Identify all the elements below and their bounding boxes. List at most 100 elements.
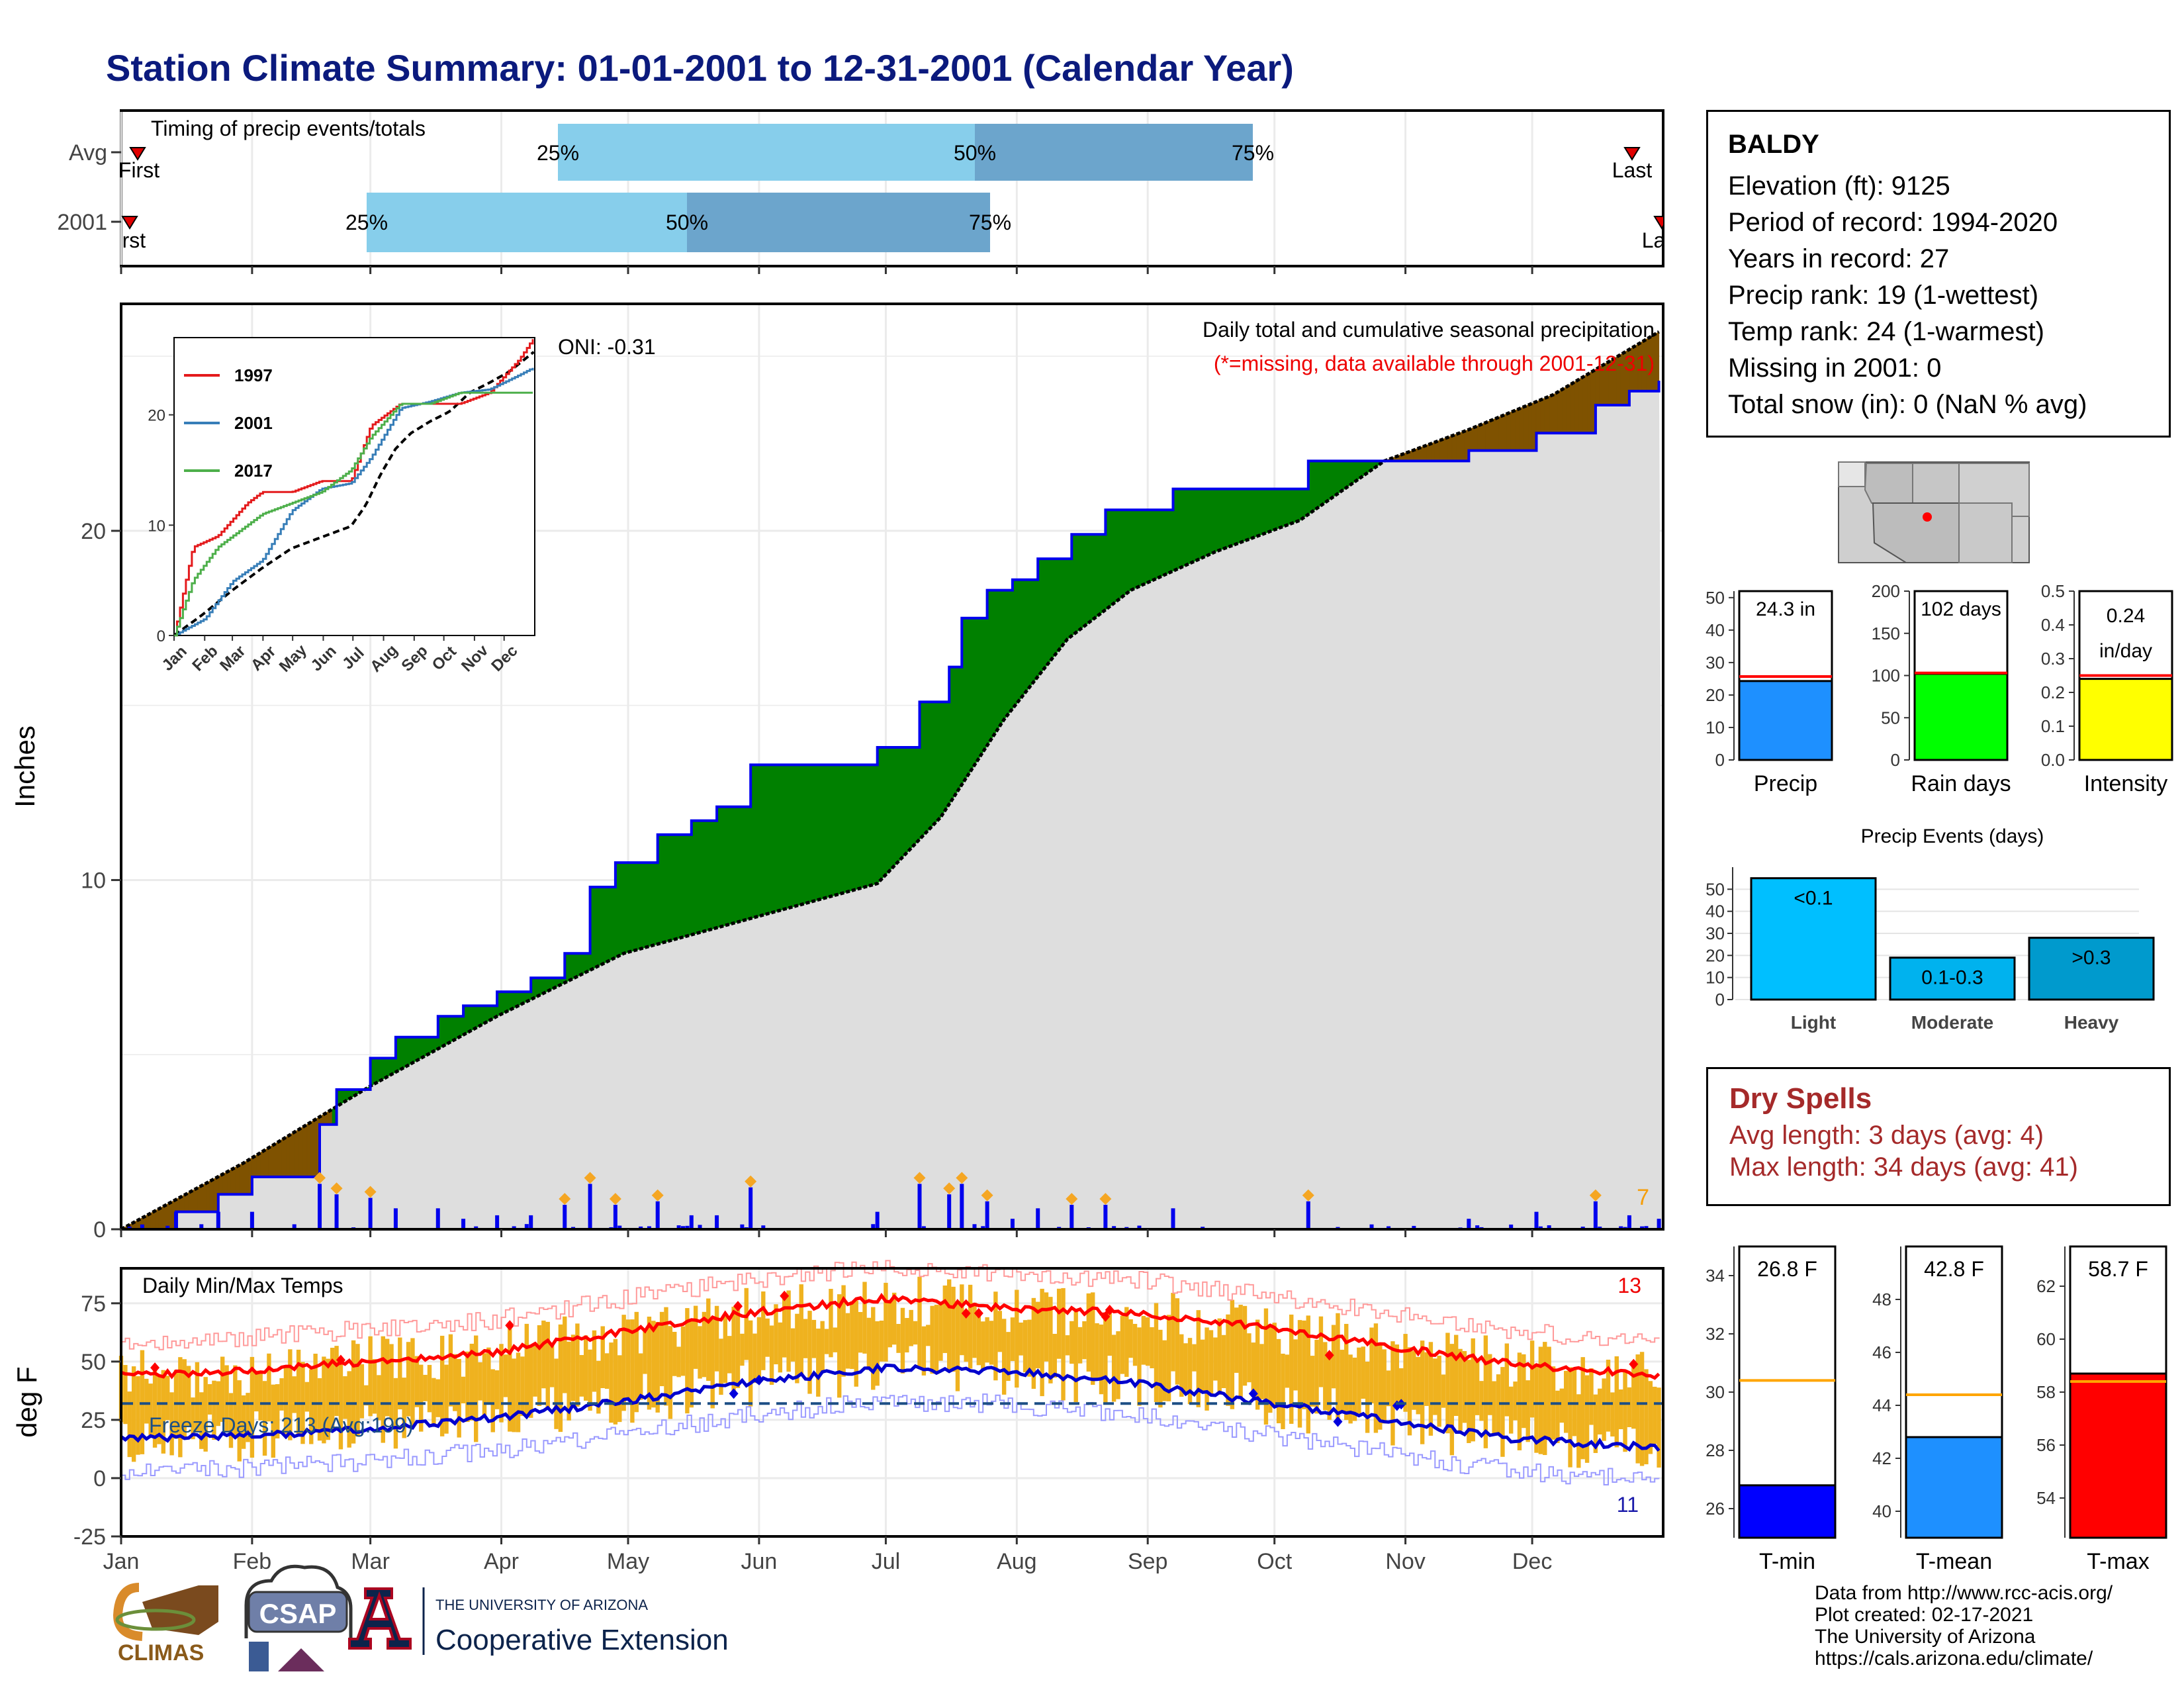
- record-low-marker: [1248, 1388, 1258, 1399]
- record-high-marker: [505, 1320, 515, 1331]
- above-average-fill: [670, 834, 675, 941]
- daily-temp-range-bar: [1340, 1350, 1345, 1411]
- summary-tick-label: 0.3: [2041, 649, 2065, 669]
- daily-temp-range-bar: [786, 1290, 791, 1372]
- daily-temp-range-bar: [1496, 1374, 1501, 1434]
- daily-precip-bar: [740, 1224, 745, 1229]
- daily-temp-range-bar: [1141, 1315, 1146, 1365]
- daily-temp-range-bar: [549, 1345, 555, 1387]
- above-average-fill: [784, 764, 790, 910]
- daily-temp-range-bar: [1263, 1308, 1269, 1425]
- daily-temp-range-bar: [136, 1376, 140, 1455]
- daily-temp-range-bar: [1327, 1355, 1332, 1420]
- daily-temp-range-bar: [262, 1381, 267, 1456]
- above-average-fill: [746, 806, 751, 920]
- heavy-precip-marker: [1099, 1193, 1112, 1205]
- daily-temp-range-bar: [1382, 1349, 1387, 1424]
- daily-temp-range-bar: [1200, 1339, 1205, 1391]
- above-average-fill: [716, 806, 721, 929]
- daily-temp-range-bar: [997, 1311, 1002, 1352]
- above-average-fill: [1274, 489, 1279, 531]
- daily-temp-range-bar: [1230, 1299, 1235, 1409]
- above-average-fill: [805, 764, 811, 904]
- daily-temp-range-bar: [427, 1364, 432, 1413]
- below-average-fill: [285, 1134, 291, 1178]
- temp-y-tick-label: 75: [81, 1291, 106, 1317]
- timing-avg-first-marker: [129, 147, 146, 161]
- daily-temp-range-bar: [1255, 1319, 1260, 1410]
- daily-temp-range-bar: [1467, 1360, 1471, 1444]
- above-average-fill: [877, 747, 882, 884]
- daily-temp-range-bar: [884, 1282, 888, 1362]
- daily-temp-range-bar: [503, 1354, 508, 1397]
- daily-precip-bar: [292, 1224, 296, 1229]
- intensity-unit-label: in/day: [2099, 640, 2152, 662]
- heavy-precip-marker: [913, 1172, 926, 1184]
- daily-temp-range-bar: [330, 1348, 335, 1432]
- above-average-fill: [678, 834, 684, 939]
- temp-summary-tick-label: 60: [2036, 1329, 2056, 1349]
- daily-temp-range-bar: [723, 1316, 728, 1383]
- above-average-fill: [1152, 509, 1157, 581]
- above-average-fill: [893, 747, 899, 867]
- daily-temp-range-bar: [1407, 1347, 1412, 1436]
- temp-y-tick-label: -25: [73, 1524, 106, 1550]
- daily-temp-range-bar: [1559, 1388, 1564, 1423]
- above-average-fill: [860, 764, 866, 889]
- daily-temp-range-bar: [283, 1366, 289, 1434]
- month-axis: Jan Feb Mar Apr May Jun Jul Aug Sep Oct Nov Dec: [103, 1536, 1552, 1574]
- above-average-fill: [953, 667, 958, 799]
- above-average-fill: [936, 701, 941, 823]
- daily-temp-range-bar: [1242, 1305, 1248, 1386]
- daily-temp-range-bar: [685, 1308, 690, 1414]
- daily-temp-range-bar: [1639, 1352, 1645, 1466]
- daily-temp-range-bar: [1192, 1344, 1197, 1372]
- daily-temp-range-bar: [1111, 1335, 1116, 1402]
- daily-temp-range-bar: [795, 1313, 799, 1383]
- daily-temp-range-bar: [1580, 1357, 1585, 1460]
- daily-precip-bar: [1640, 1226, 1645, 1229]
- above-average-fill: [758, 764, 764, 917]
- station-info-box: BALDY Elevation (ft): 9125 Period of rec…: [1706, 110, 2171, 438]
- daily-temp-range-bar: [1390, 1341, 1395, 1446]
- daily-temp-range-bar: [934, 1305, 939, 1373]
- daily-temp-range-bar: [1471, 1338, 1475, 1442]
- daily-temp-range-bar: [930, 1305, 934, 1374]
- daily-temp-range-bar: [123, 1365, 128, 1425]
- daily-temp-range-bar: [829, 1289, 833, 1358]
- daily-precip-bar: [1103, 1205, 1108, 1229]
- daily-precip-bar: [1467, 1219, 1471, 1229]
- below-average-fill: [1578, 376, 1584, 434]
- daily-temp-range-bar: [178, 1357, 183, 1458]
- daily-precip-bar: [250, 1211, 254, 1229]
- daily-temp-range-bar: [1238, 1305, 1243, 1399]
- daily-temp-range-bar: [1568, 1367, 1572, 1468]
- temp-lines: [120, 1260, 1662, 1485]
- daily-temp-range-bar: [1365, 1362, 1370, 1433]
- above-average-fill: [1083, 534, 1089, 627]
- daily-precip-bar: [1069, 1205, 1074, 1229]
- daily-temp-range-bar: [774, 1304, 778, 1364]
- below-average-fill: [1489, 418, 1495, 451]
- above-average-fill: [906, 747, 912, 854]
- daily-precip-bar: [1619, 1226, 1623, 1229]
- daily-temp-range-bar: [761, 1291, 766, 1370]
- daily-precip-bar: [917, 1184, 922, 1229]
- record-min-line: [121, 1393, 1660, 1485]
- above-average-fill: [408, 1037, 413, 1066]
- above-average-fill: [1050, 558, 1056, 662]
- below-average-fill: [302, 1123, 308, 1178]
- daily-temp-range-bar: [372, 1359, 377, 1414]
- above-average-fill: [1337, 460, 1343, 494]
- above-average-fill: [1291, 489, 1297, 524]
- above-average-fill: [399, 1037, 405, 1070]
- daily-temp-range-bar: [1306, 1315, 1310, 1434]
- above-average-fill: [796, 764, 802, 906]
- daily-precip-bar: [512, 1226, 516, 1229]
- below-average-fill: [1549, 394, 1554, 434]
- above-average-fill: [1206, 489, 1212, 557]
- heavy-precip-marker: [1066, 1193, 1078, 1205]
- daily-temp-range-bar: [309, 1369, 314, 1444]
- daily-precip-bar: [318, 1184, 322, 1229]
- timing-2001-50-label: 50%: [666, 211, 708, 234]
